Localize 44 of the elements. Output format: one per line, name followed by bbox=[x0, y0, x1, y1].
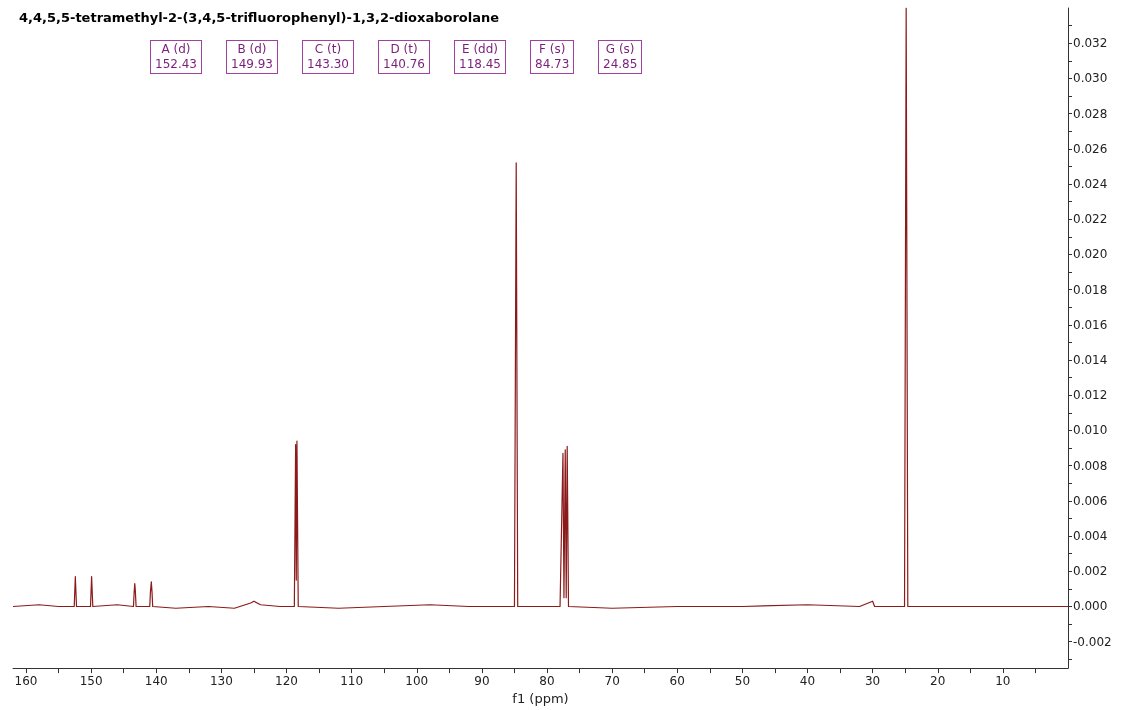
x-tick-label: 90 bbox=[474, 674, 490, 689]
x-tick-label: 30 bbox=[864, 674, 881, 689]
x-tick-label: 80 bbox=[539, 674, 555, 689]
annotation: A (d) 152.43 bbox=[150, 40, 202, 74]
y-tick-label: 0.016 bbox=[1073, 317, 1108, 332]
y-tick-label: 0.020 bbox=[1073, 247, 1108, 262]
x-tick-label: 20 bbox=[930, 674, 946, 689]
annotation: E (dd) 118.45 bbox=[454, 40, 506, 74]
x-tick-label: 110 bbox=[340, 674, 364, 689]
annotation: C (t) 143.30 bbox=[302, 40, 354, 74]
annotation: F (s) 84.73 bbox=[530, 40, 575, 74]
x-tick-label: 100 bbox=[405, 674, 429, 689]
y-tick-label: 0.000 bbox=[1073, 599, 1108, 614]
y-tick-label: -0.002 bbox=[1073, 634, 1112, 649]
x-tick-label: 10 bbox=[995, 674, 1011, 689]
y-tick-label: 0.004 bbox=[1073, 529, 1108, 544]
annotation: D (t) 140.76 bbox=[378, 40, 430, 74]
line-series bbox=[12, 7, 1069, 609]
y-tick-label: 0.026 bbox=[1073, 141, 1108, 156]
y-tick-label: 0.014 bbox=[1073, 353, 1108, 368]
annotation: B (d) 149.93 bbox=[226, 40, 278, 74]
y-tick-label: 0.012 bbox=[1073, 388, 1108, 403]
y-tick-label: 0.018 bbox=[1073, 282, 1108, 297]
x-tick-label: 60 bbox=[669, 674, 685, 689]
annotation: G (s) 24.85 bbox=[598, 40, 643, 74]
x-tick-label: 130 bbox=[209, 674, 233, 689]
x-tick-label: 40 bbox=[799, 674, 816, 689]
y-tick-label: 0.028 bbox=[1073, 106, 1108, 121]
x-tick-label: 70 bbox=[604, 674, 620, 689]
y-tick-label: 0.024 bbox=[1073, 177, 1108, 192]
chart-title: 4,4,5,5-tetramethyl-2-(3,4,5-trifluorophenyl)-1,3,2-dioxaborolane bbox=[19, 10, 500, 25]
x-tick-label: 150 bbox=[79, 674, 103, 689]
y-tick-label: 0.022 bbox=[1073, 212, 1108, 227]
x-tick-label: 160 bbox=[14, 674, 38, 689]
x-tick-label: 140 bbox=[144, 674, 168, 689]
y-tick-label: 0.010 bbox=[1073, 423, 1108, 438]
y-tick-label: 0.032 bbox=[1073, 36, 1108, 51]
y-tick-label: 0.030 bbox=[1073, 71, 1108, 86]
x-axis-title: f1 (ppm) bbox=[512, 691, 569, 706]
x-tick-label: 50 bbox=[734, 674, 751, 689]
y-tick-label: 0.008 bbox=[1073, 458, 1108, 473]
x-tick-label: 120 bbox=[275, 674, 298, 689]
y-tick-label: 0.006 bbox=[1073, 493, 1108, 508]
y-tick-label: 0.002 bbox=[1073, 564, 1108, 579]
